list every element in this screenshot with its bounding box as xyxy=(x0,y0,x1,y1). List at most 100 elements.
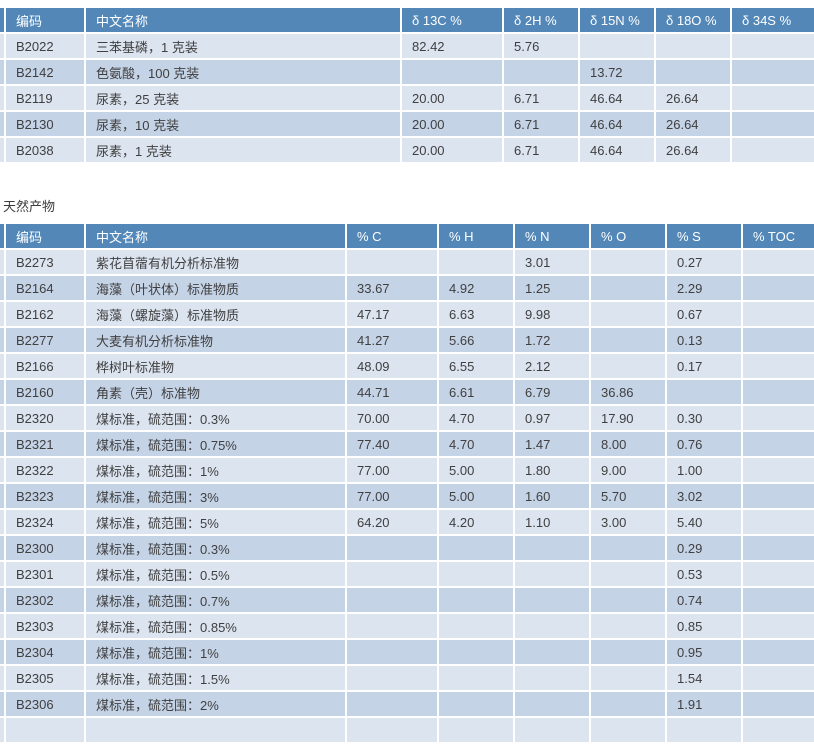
table-cell xyxy=(0,432,4,456)
table-row: B2306 煤标准，硫范围：2% 1.91 xyxy=(0,692,814,716)
table-cell xyxy=(656,60,730,84)
table-cell xyxy=(0,302,4,326)
table-cell xyxy=(0,380,4,404)
table-cell: 6.63 xyxy=(439,302,513,326)
table-cell: B2022 xyxy=(6,34,84,58)
column-header: % S xyxy=(667,224,741,248)
column-header: δ 13C % xyxy=(402,8,502,32)
header-row: 编码 中文名称 δ 13C % δ 2H % δ 15N % δ 18O % δ 34S % xyxy=(0,8,814,32)
table-row: B2273 紫花苜蓿有机分析标准物 3.01 0.27 xyxy=(0,250,814,274)
table-cell: 煤标准，硫范围：1% xyxy=(86,458,345,482)
table-cell: B2306 xyxy=(6,692,84,716)
table-cell: B2323 xyxy=(6,484,84,508)
table-cell: 77.00 xyxy=(347,484,437,508)
table-cell xyxy=(743,692,814,716)
table-cell: 煤标准，硫范围：0.85% xyxy=(86,614,345,638)
table-cell xyxy=(0,666,4,690)
table-cell xyxy=(743,718,814,742)
table-cell: B2320 xyxy=(6,406,84,430)
table-cell: 1.91 xyxy=(667,692,741,716)
table-cell xyxy=(439,666,513,690)
table-cell: 2.12 xyxy=(515,354,589,378)
table-cell xyxy=(347,692,437,716)
column-header: δ 34S % xyxy=(732,8,814,32)
table-cell: 5.00 xyxy=(439,484,513,508)
table-cell: 82.42 xyxy=(402,34,502,58)
table-cell: 6.71 xyxy=(504,138,578,162)
table-cell: 5.00 xyxy=(439,458,513,482)
isotope-table-body: B2022 三苯基磷，1 克装 82.42 5.76 B2142 色氨酸，100 克装 13… xyxy=(0,34,814,162)
table-cell xyxy=(743,484,814,508)
table-row: B2301 煤标准，硫范围：0.5% 0.53 xyxy=(0,562,814,586)
table-cell xyxy=(0,536,4,560)
table-cell: B2303 xyxy=(6,614,84,638)
column-header: δ 15N % xyxy=(580,8,654,32)
table-cell: B2300 xyxy=(6,536,84,560)
table-cell: B2305 xyxy=(6,666,84,690)
table-cell: 0.67 xyxy=(667,302,741,326)
table-cell xyxy=(0,614,4,638)
table-cell: 煤标准，硫范围：0.7% xyxy=(86,588,345,612)
table-cell xyxy=(0,276,4,300)
table-cell xyxy=(732,112,814,136)
table-cell: 77.40 xyxy=(347,432,437,456)
table-cell: 17.90 xyxy=(591,406,665,430)
table-cell xyxy=(0,406,4,430)
table-cell: 64.20 xyxy=(347,510,437,534)
table-cell: 1.10 xyxy=(515,510,589,534)
table-cell: 1.72 xyxy=(515,328,589,352)
table-cell xyxy=(0,484,4,508)
table-cell xyxy=(732,86,814,110)
table-cell xyxy=(591,692,665,716)
table-cell: 0.76 xyxy=(667,432,741,456)
table-cell xyxy=(743,588,814,612)
table-cell: B2273 xyxy=(6,250,84,274)
table-cell: B2321 xyxy=(6,432,84,456)
table-cell xyxy=(504,60,578,84)
table-cell: 0.85 xyxy=(667,614,741,638)
table-row: B2162 海藻（螺旋藻）标准物质 47.17 6.63 9.98 0.67 xyxy=(0,302,814,326)
table-cell xyxy=(0,510,4,534)
table-row: B2304 煤标准，硫范围：1% 0.95 xyxy=(0,640,814,664)
table-cell xyxy=(515,614,589,638)
table-cell xyxy=(439,250,513,274)
table-cell: 0.27 xyxy=(667,250,741,274)
column-header: % O xyxy=(591,224,665,248)
table-cell xyxy=(743,666,814,690)
table-cell xyxy=(439,692,513,716)
table-cell xyxy=(439,588,513,612)
table-row: B2130 尿素，10 克装 20.00 6.71 46.64 26.64 xyxy=(0,112,814,136)
table-cell: 46.64 xyxy=(580,112,654,136)
table-cell: B2162 xyxy=(6,302,84,326)
table-row: B2321 煤标准，硫范围：0.75% 77.40 4.70 1.47 8.00 0.76 xyxy=(0,432,814,456)
table-cell: 44.71 xyxy=(347,380,437,404)
table-cell: 1.60 xyxy=(515,484,589,508)
table-cell: B2302 xyxy=(6,588,84,612)
table-cell: 0.29 xyxy=(667,536,741,560)
table-cell xyxy=(591,562,665,586)
column-header: % C xyxy=(347,224,437,248)
natural-table-header: 编码 中文名称% C% H% N% O% S% TOC xyxy=(0,224,814,248)
table-cell: 煤标准，硫范围：0.3% xyxy=(86,536,345,560)
column-header: % TOC xyxy=(743,224,814,248)
section-heading-natural-products: 天然产物 xyxy=(3,199,56,214)
table-cell: B2301 xyxy=(6,562,84,586)
table-cell: 26.64 xyxy=(656,86,730,110)
table-row: B2324 煤标准，硫范围：5% 64.20 4.20 1.10 3.00 5.40 xyxy=(0,510,814,534)
table-cell xyxy=(439,718,513,742)
table-cell: B2130 xyxy=(6,112,84,136)
table-cell: 3.02 xyxy=(667,484,741,508)
table-cell: 1.54 xyxy=(667,666,741,690)
table-cell xyxy=(743,276,814,300)
table-cell: 6.71 xyxy=(504,112,578,136)
table-cell: B2038 xyxy=(6,138,84,162)
table-cell xyxy=(515,666,589,690)
table-cell: 5.76 xyxy=(504,34,578,58)
table-cell xyxy=(743,562,814,586)
table-cell xyxy=(439,562,513,586)
column-header: 编码 xyxy=(6,224,84,248)
table-cell: 海藻（叶状体）标准物质 xyxy=(86,276,345,300)
table-cell xyxy=(347,588,437,612)
table-cell: 色氨酸，100 克装 xyxy=(86,60,400,84)
table-cell xyxy=(743,614,814,638)
